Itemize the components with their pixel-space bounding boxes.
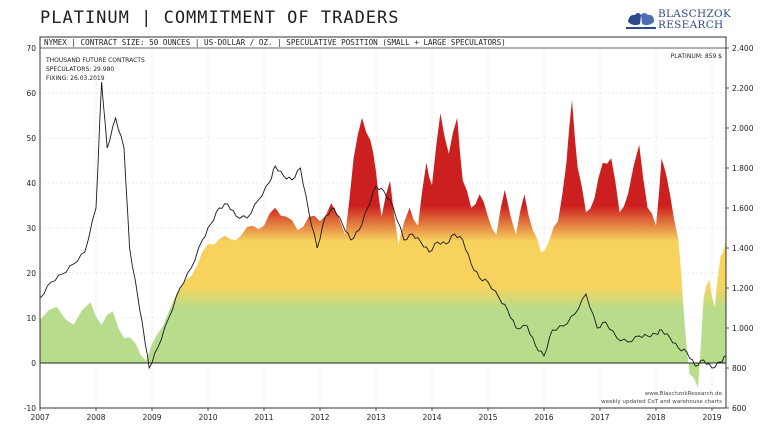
x-tick-label: 2015 <box>478 413 497 422</box>
y-right-tick-label: 1.400 <box>732 244 754 253</box>
y-left-axis: 70 60 50 40 30 20 10 0 -10 <box>24 44 36 413</box>
bull-bear-logo-icon <box>626 13 656 29</box>
y-right-axis: 2.400 2.200 2.000 1.800 1.600 1.400 1.200 1.000… <box>726 44 754 413</box>
x-tick-label: 2007 <box>30 413 49 422</box>
x-tick-label: 2016 <box>534 413 553 422</box>
chart-subtitle: NYMEX | CONTRACT SIZE: 50 OUNCES | US-DO… <box>44 38 506 47</box>
x-tick-label: 2019 <box>702 413 721 422</box>
y-left-tick-label: 40 <box>26 179 36 188</box>
y-right-tick-label: 1.600 <box>732 204 754 213</box>
x-tick-label: 2010 <box>198 413 217 422</box>
x-tick-label: 2012 <box>310 413 329 422</box>
footer-website: www.BlaschzokResearch.de <box>645 391 723 397</box>
page-title: PLATINUM | COMMITMENT OF TRADERS <box>40 8 400 28</box>
x-axis: 2007 2008 2009 2010 2011 2012 2013 2014 2015 2016… <box>30 408 722 422</box>
brand-logo: BLASCHZOK RESEARCH <box>626 8 736 32</box>
note-speculators: SPECULATORS: 29.980 <box>46 66 114 73</box>
y-left-tick-label: 50 <box>26 134 36 143</box>
y-right-tick-label: 800 <box>732 364 747 373</box>
y-left-tick-label: 20 <box>26 269 36 278</box>
y-right-tick-label: 1.000 <box>732 324 754 333</box>
y-left-tick-label: 60 <box>26 89 36 98</box>
x-tick-label: 2017 <box>590 413 609 422</box>
x-tick-label: 2011 <box>254 413 273 422</box>
y-left-tick-label: 10 <box>26 314 36 323</box>
x-tick-label: 2009 <box>142 413 161 422</box>
y-right-tick-label: 2.000 <box>732 124 754 133</box>
logo-text-line2: RESEARCH <box>658 19 724 31</box>
x-tick-label: 2008 <box>86 413 105 422</box>
note-units: THOUSAND FUTURE CONTRACTS <box>45 57 145 64</box>
logo-text-line1: BLASCHZOK <box>658 8 732 20</box>
y-right-tick-label: 1.200 <box>732 284 754 293</box>
y-right-tick-label: 600 <box>732 404 747 413</box>
x-tick-label: 2013 <box>366 413 385 422</box>
platinum-price-line <box>40 81 726 370</box>
y-left-tick-label: 30 <box>26 224 36 233</box>
x-tick-label: 2018 <box>646 413 665 422</box>
price-label: PLATINUM: 859 $ <box>671 53 723 60</box>
y-left-tick-label: -10 <box>24 404 36 413</box>
x-tick-label: 2014 <box>422 413 441 422</box>
plot-frame <box>39 36 727 409</box>
y-left-tick-label: 70 <box>26 44 36 53</box>
speculators-area <box>40 99 726 388</box>
y-right-tick-label: 2.400 <box>732 44 754 53</box>
footer-description: weekly updated CoT and warehouse charts <box>601 399 722 405</box>
y-right-tick-label: 1.800 <box>732 164 754 173</box>
y-left-tick-label: 0 <box>31 359 36 368</box>
y-right-tick-label: 2.200 <box>732 84 754 93</box>
note-fixing: FIXING: 26.03.2019 <box>46 75 105 82</box>
